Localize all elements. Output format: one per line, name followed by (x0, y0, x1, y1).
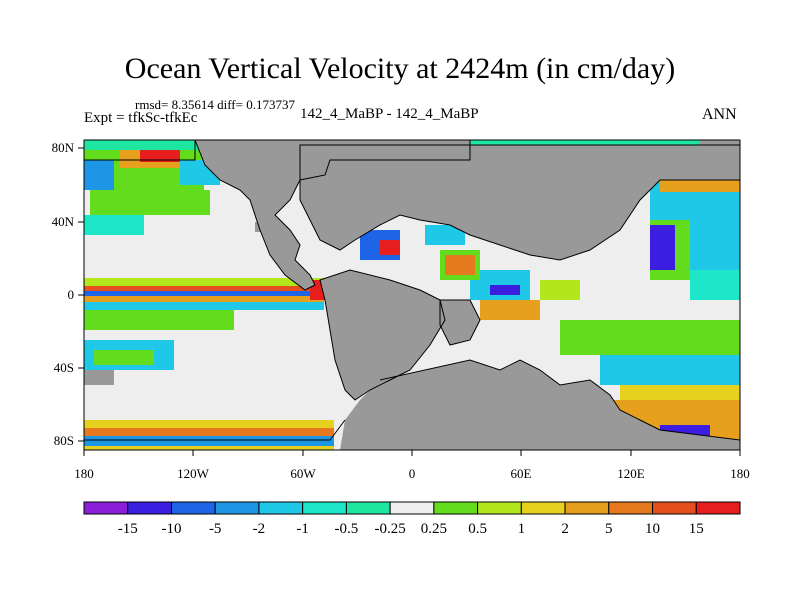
south-pacific-green (94, 350, 154, 365)
np-east-orange (660, 180, 740, 192)
colorbar-label: 1 (518, 521, 526, 537)
south-indian-green (560, 320, 740, 355)
equatorial-band-1 (84, 278, 324, 286)
colorbar-label: 15 (689, 521, 704, 537)
plot-title: Ocean Vertical Velocity at 2424m (in cm/… (124, 52, 676, 85)
arctic-land-east (700, 140, 740, 180)
australia (440, 300, 480, 345)
pacific-green-strip (90, 190, 210, 215)
colorbar-box (83, 501, 129, 515)
colorbar-box (170, 501, 216, 515)
southern-ocean-blue (84, 436, 334, 446)
north-pacific-red (140, 150, 180, 162)
eurasia (300, 145, 740, 260)
indian-ocean-indigo (490, 285, 520, 295)
colorbar-box (564, 501, 610, 515)
case-comparison-label: 142_4_MaBP - 142_4_MaBP (300, 106, 479, 122)
np-east-teal (690, 270, 740, 300)
north-pacific-blue (84, 160, 114, 190)
equatorial-band-3 (84, 291, 324, 296)
x-tick-label: 180 (74, 466, 94, 481)
south-indian-cyan (600, 355, 740, 385)
colorbar-box (695, 501, 741, 515)
colorbar-box (214, 501, 260, 515)
velocity-field (84, 140, 740, 450)
colorbar-label: -15 (118, 521, 138, 537)
np-east-indigo (650, 225, 675, 270)
colorbar-box (345, 501, 391, 515)
rmsd-diff-stats: rmsd= 8.35614 diff= 0.173737 (135, 97, 295, 112)
colorbar-label: 5 (605, 521, 613, 537)
colorbar-box (652, 501, 697, 515)
colorbar (83, 501, 741, 515)
season-label: ANN (702, 106, 737, 123)
colorbar-label: 2 (561, 521, 569, 537)
colorbar-label: -0.5 (335, 521, 359, 537)
x-tick-label: 0 (409, 466, 416, 481)
colorbar-label: -0.25 (375, 521, 406, 537)
coastline-outlines (84, 140, 740, 441)
equatorial-band-5 (84, 302, 324, 310)
equatorial-band-2 (84, 286, 324, 291)
colorbar-box (608, 501, 654, 515)
y-tick-label: 0 (68, 287, 75, 302)
south-equatorial-green (84, 310, 234, 330)
x-tick-label: 120E (617, 466, 645, 481)
experiment-label: Expt = tfkSc-tfkEc (84, 110, 198, 126)
colorbar-box (433, 501, 479, 515)
colorbar-box (389, 501, 435, 515)
x-tick-label: 60W (290, 466, 316, 481)
colorbar-label: -2 (253, 521, 266, 537)
colorbar-label: -1 (296, 521, 309, 537)
x-tick-label: 180 (730, 466, 750, 481)
colorbar-box (127, 501, 172, 515)
pacific-teal-strip (84, 215, 144, 235)
island-block-1 (255, 222, 270, 232)
colorbar-label: 0.5 (468, 521, 487, 537)
y-axis-ticks (78, 147, 84, 442)
x-tick-label: 120W (177, 466, 210, 481)
indian-ocean-lime (540, 280, 580, 300)
med-orange (445, 255, 475, 275)
southern-ocean-orange (84, 428, 334, 436)
south-pacific-gray (84, 370, 114, 385)
y-tick-label: 40S (54, 360, 74, 375)
colorbar-box (302, 501, 347, 515)
med-cyan (425, 225, 465, 245)
y-tick-label: 80N (52, 140, 75, 155)
colorbar-label: 10 (645, 521, 660, 537)
indian-ocean-orange (480, 300, 540, 320)
colorbar-label: -10 (161, 521, 181, 537)
colorbar-labels: -15 -10 -5 -2 -1 -0.5 -0.25 0.25 0.5 1 2 5 10 15 (118, 521, 704, 537)
colorbar-box (258, 501, 304, 515)
south-america (320, 270, 445, 400)
colorbar-label: 0.25 (421, 521, 447, 537)
atlantic-red (380, 240, 400, 255)
antarctica (340, 360, 740, 450)
equatorial-band-4 (84, 296, 324, 302)
colorbar-box (477, 501, 522, 515)
colorbar-label: -5 (209, 521, 222, 537)
x-tick-label: 60E (511, 466, 532, 481)
y-tick-label: 80S (54, 433, 74, 448)
north-america (195, 140, 470, 290)
colorbar-box (520, 501, 566, 515)
land-masses (195, 140, 740, 450)
x-axis-ticks (83, 450, 741, 456)
y-tick-label: 40N (52, 214, 75, 229)
